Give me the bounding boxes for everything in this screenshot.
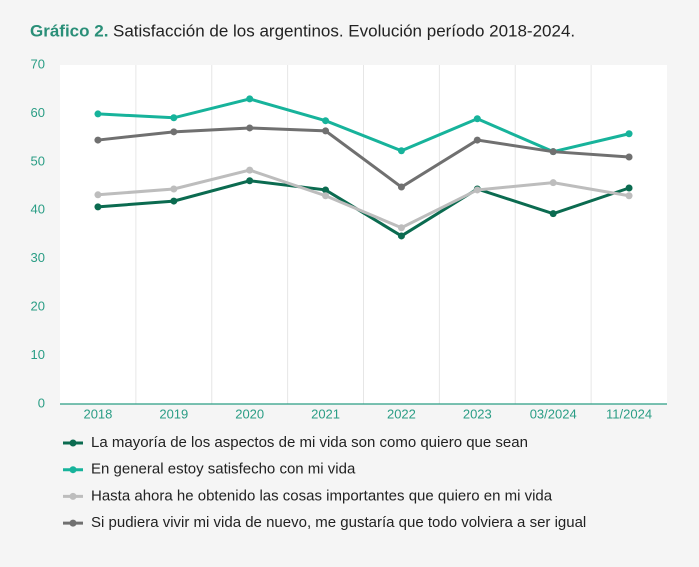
data-point (170, 185, 178, 193)
data-point (473, 136, 481, 144)
x-tick-label: 11/2024 (606, 406, 652, 421)
data-point (473, 115, 481, 123)
series-line (97, 126, 630, 189)
y-tick-label: 10 (31, 347, 45, 362)
y-tick-label: 50 (31, 153, 45, 168)
y-tick-label: 70 (31, 56, 45, 71)
y-tick-label: 60 (31, 105, 45, 120)
legend-dot (69, 519, 77, 527)
data-point (322, 117, 330, 125)
data-point (170, 114, 178, 122)
legend-label: Si pudiera vivir mi vida de nuevo, me gu… (91, 514, 586, 531)
data-point (246, 124, 254, 132)
data-point (322, 186, 330, 194)
data-point (94, 191, 102, 199)
data-point (625, 153, 633, 161)
chart-title-prefix: Gráfico 2. (30, 21, 108, 40)
data-point (246, 177, 254, 185)
data-point (549, 179, 557, 187)
y-tick-label: 0 (38, 395, 45, 410)
x-tick-label: 2020 (235, 406, 264, 421)
x-tick-label: 2023 (463, 406, 492, 421)
data-point (397, 183, 405, 191)
x-tick-label: 2019 (159, 406, 188, 421)
y-tick-label: 30 (31, 250, 45, 265)
data-point (473, 186, 481, 194)
legend-dot (69, 439, 77, 447)
data-point (549, 148, 557, 156)
legend-label: En general estoy satisfecho con mi vida (91, 461, 356, 478)
data-point (625, 184, 633, 192)
data-point (246, 95, 254, 103)
data-point (170, 197, 178, 205)
data-point (397, 147, 405, 155)
data-point (397, 224, 405, 232)
legend-dot (69, 492, 77, 500)
data-point (322, 127, 330, 135)
data-point (625, 192, 633, 200)
y-tick-label: 20 (31, 299, 45, 314)
series-line (97, 97, 630, 154)
data-point (625, 130, 633, 138)
data-point (549, 210, 557, 218)
data-point (94, 136, 102, 144)
series-line (97, 168, 630, 230)
chart-title: Satisfacción de los argentinos. Evolució… (113, 21, 575, 40)
x-tick-label: 2022 (387, 406, 416, 421)
x-tick-label: 2021 (311, 406, 340, 421)
y-tick-label: 40 (31, 202, 45, 217)
legend-dot (69, 466, 77, 474)
data-point (246, 166, 254, 174)
data-point (94, 110, 102, 118)
x-tick-label: 2018 (83, 406, 112, 421)
data-point (170, 128, 178, 136)
data-point (322, 192, 330, 200)
data-point (397, 232, 405, 240)
legend-label: Hasta ahora he obtenido las cosas import… (91, 487, 553, 504)
x-tick-label: 03/2024 (530, 406, 577, 421)
data-point (94, 203, 102, 211)
legend-label: La mayoría de los aspectos de mi vida so… (91, 434, 528, 451)
